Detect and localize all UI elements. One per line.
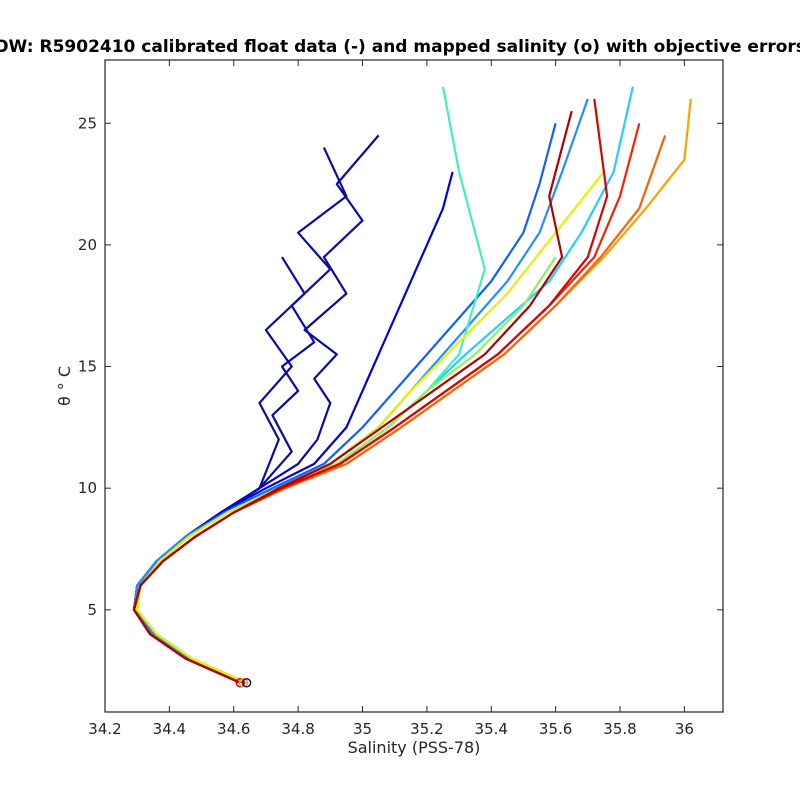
chart-title: OW: R5902410 calibrated float data (-) a… [0, 37, 800, 57]
profile-line-3 [132, 171, 454, 684]
x-tick-label: 34.6 [217, 720, 250, 738]
mapped-point-1 [238, 678, 249, 688]
profile-line-6 [136, 86, 634, 684]
profile-line-13 [132, 98, 609, 684]
profile-line-2 [132, 256, 306, 684]
y-axis-label: θ ° C [55, 366, 74, 406]
profile-line-1 [132, 147, 348, 684]
plot-frame [104, 59, 724, 713]
y-axis-unit: ° C [55, 366, 74, 390]
mapped-point-0 [235, 678, 245, 688]
profile-line-11 [132, 135, 667, 684]
x-tick-label: 35.2 [410, 720, 443, 738]
y-axis-symbol: θ [55, 396, 74, 406]
x-tick-label: 35 [353, 720, 372, 738]
y-tick-label: 10 [78, 479, 97, 497]
profile-line-5 [132, 98, 589, 684]
mapped-point-2 [241, 678, 252, 688]
profile-line-7 [136, 86, 486, 684]
x-tick-label: 34.8 [281, 720, 314, 738]
x-tick-label: 35.8 [603, 720, 636, 738]
profile-line-4 [132, 123, 557, 684]
x-axis-label: Salinity (PSS-78) [348, 738, 481, 757]
x-tick-label: 34.2 [88, 720, 121, 738]
x-tick-label: 35.4 [475, 720, 508, 738]
profile-line-12 [132, 123, 641, 684]
profile-line-9 [136, 171, 605, 684]
y-tick-label: 5 [87, 601, 97, 619]
x-tick-label: 35.6 [539, 720, 572, 738]
y-tick-label: 25 [78, 114, 97, 132]
y-tick-label: 20 [78, 236, 97, 254]
mapped-points-layer [235, 678, 252, 688]
profile-line-10 [132, 98, 692, 684]
profile-line-8 [136, 256, 557, 684]
x-tick-label: 36 [675, 720, 694, 738]
profile-line-0 [132, 134, 380, 684]
y-axis: 5 10 15 20 25 [78, 114, 723, 619]
profile-line-14 [132, 110, 573, 684]
x-axis: 34.2 34.4 34.6 34.8 35 35.2 35.4 35.6 35.8 36 [88, 60, 694, 738]
y-tick-label: 15 [78, 358, 97, 376]
x-tick-label: 34.4 [153, 720, 186, 738]
series-layer [132, 86, 692, 684]
